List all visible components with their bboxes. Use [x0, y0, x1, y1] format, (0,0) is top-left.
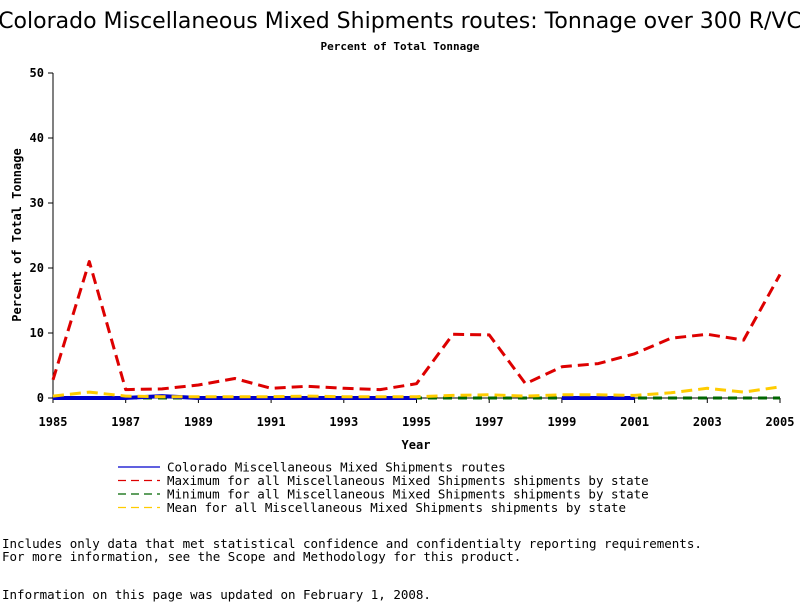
legend-label-2: Minimum for all Miscellaneous Mixed Ship…: [167, 487, 649, 502]
legend-label-3: Mean for all Miscellaneous Mixed Shipmen…: [167, 500, 626, 515]
x-ticks: 1985 1987 1989 1991 1993 1995 1997 1999 2001 2003…: [39, 398, 795, 429]
x-tick-label: 1999: [547, 415, 576, 429]
x-tick-label: 1997: [475, 415, 504, 429]
y-tick-label: 0: [37, 391, 44, 405]
x-tick-label: 2005: [766, 415, 795, 429]
y-tick-label: 30: [30, 196, 44, 210]
x-tick-label: 2001: [620, 415, 649, 429]
chart-title: Colorado Miscellaneous Mixed Shipments r…: [0, 9, 800, 34]
y-axis-label: Percent of Total Tonnage: [10, 148, 24, 321]
y-tick-label: 40: [30, 131, 44, 145]
chart-subtitle: Percent of Total Tonnage: [321, 40, 480, 53]
series-line-1: [51, 260, 782, 392]
x-tick-label: 2003: [693, 415, 722, 429]
legend: Colorado Miscellaneous Mixed Shipments r…: [118, 460, 649, 515]
y-tick-label: 10: [30, 326, 44, 340]
x-tick-label: 1995: [402, 415, 431, 429]
x-axis-label: Year: [402, 438, 431, 452]
x-tick-label: 1987: [111, 415, 140, 429]
y-ticks: 0 10 20 30 40 50: [30, 66, 53, 405]
legend-label-1: Maximum for all Miscellaneous Mixed Ship…: [167, 473, 649, 488]
footnote-updated: Information on this page was updated on …: [2, 587, 431, 602]
legend-label-0: Colorado Miscellaneous Mixed Shipments r…: [167, 460, 506, 475]
x-tick-label: 1985: [39, 415, 68, 429]
series-line-3: [52, 385, 781, 399]
y-tick-label: 50: [30, 66, 44, 80]
series-line-0: [53, 394, 635, 400]
x-tick-label: 1991: [257, 415, 286, 429]
x-tick-label: 1993: [329, 415, 358, 429]
y-tick-label: 20: [30, 261, 44, 275]
series-lines: [51, 260, 782, 400]
footnote-methodology: For more information, see the Scope and …: [2, 549, 522, 564]
plot-area: [52, 73, 780, 399]
x-tick-label: 1989: [184, 415, 213, 429]
footnote-confidence: Includes only data that met statistical …: [2, 536, 702, 551]
